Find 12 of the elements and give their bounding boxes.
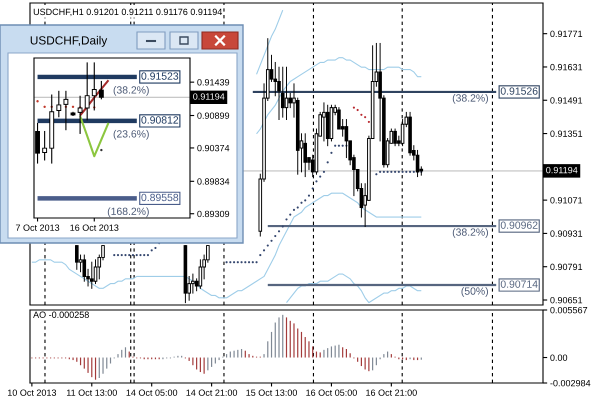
x-tick-label: 15 Oct 13:00 [246, 389, 298, 396]
x-tick-label: 11 Oct 13:00 [66, 389, 117, 396]
x-tick-label: 10 Oct 2013 [8, 389, 56, 396]
y-tick-label: 0.90651 [550, 296, 582, 304]
x-tick-label: 16 Oct 21:00 [366, 389, 417, 396]
y-tick-label: 0.00 [550, 354, 568, 361]
y-tick-label: -0.002984 [550, 380, 590, 386]
x-tick-label: 16 Oct 05:00 [306, 389, 357, 396]
chart-title: AO -0.000258 [33, 312, 89, 318]
x-tick-label: 14 Oct 05:00 [126, 389, 178, 396]
y-tick-label: 0.005567 [550, 306, 588, 314]
x-tick-label: 14 Oct 21:00 [186, 389, 238, 396]
